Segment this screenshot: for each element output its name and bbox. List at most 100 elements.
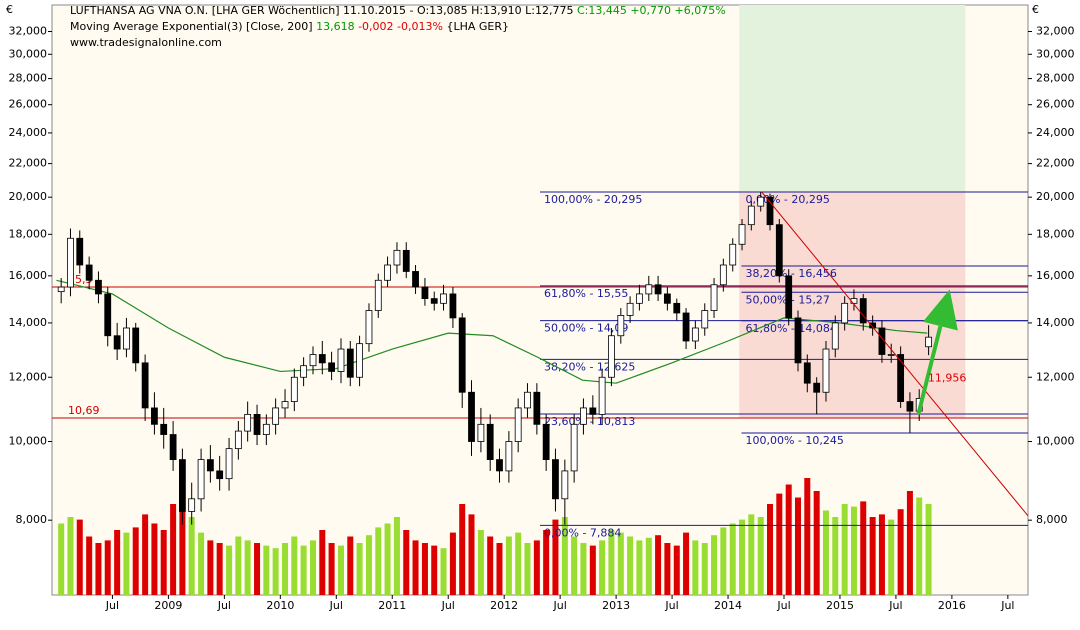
volume-bar <box>748 514 755 595</box>
volume-bar <box>729 523 736 595</box>
volume-bar <box>142 514 149 595</box>
candle-body <box>813 382 821 393</box>
candle-body <box>337 348 345 372</box>
volume-bar <box>188 517 195 595</box>
candle-body <box>440 293 447 304</box>
candle-body <box>160 423 168 435</box>
candle-body <box>710 284 718 311</box>
volume-bar <box>328 543 335 595</box>
volume-bar <box>850 506 857 595</box>
candle-body <box>76 237 84 266</box>
candle-body <box>524 391 531 409</box>
volume-bar <box>655 535 662 595</box>
volume-bar <box>739 519 746 595</box>
candle-body <box>412 271 419 288</box>
volume-bar <box>878 514 885 595</box>
ema-line <box>56 279 928 384</box>
candle-body <box>869 322 877 329</box>
fib-label: 61,80% - 14,084 <box>745 322 836 335</box>
volume-bar <box>226 545 233 595</box>
candle-body <box>729 243 737 266</box>
y-tick-label: 20,000 <box>9 190 48 203</box>
fib-label: 100,00% - 10,245 <box>745 434 843 447</box>
candle-body <box>682 312 690 342</box>
x-tick-label: 2012 <box>490 599 518 612</box>
volume-bar <box>515 532 522 595</box>
volume-bar <box>627 536 634 595</box>
candle-body <box>859 298 867 324</box>
y-tick-label: 22,000 <box>9 157 48 170</box>
volume-bar <box>282 543 289 595</box>
volume-bar <box>356 543 363 595</box>
candle-body <box>318 354 326 364</box>
volume-bar <box>776 493 783 595</box>
currency-right: € <box>1032 3 1039 16</box>
y-tick-label: 8,000 <box>16 513 48 526</box>
volume-bar <box>272 548 279 595</box>
fib-label: 61,80% - 15,55 <box>544 287 628 300</box>
volume-bar <box>813 491 820 595</box>
candle-body <box>925 336 933 348</box>
candle-body <box>906 401 914 412</box>
candle-body <box>449 293 457 319</box>
volume-bar <box>254 543 261 595</box>
volume-bar <box>151 523 158 595</box>
candle-body <box>496 459 503 472</box>
header-part: -0,002 -0,013% <box>355 20 443 33</box>
candle-body <box>225 448 233 480</box>
y-tick-label: 16,000 <box>9 269 48 282</box>
candle-body <box>67 237 74 288</box>
x-tick-label: Jul <box>888 599 902 612</box>
volume-bar <box>347 536 354 595</box>
candle-body <box>552 459 559 500</box>
candle-body <box>234 430 242 450</box>
volume-bar <box>794 497 801 595</box>
candle-body <box>570 423 578 472</box>
volume-bar <box>496 543 503 595</box>
candle-body <box>691 327 699 342</box>
x-tick-label: 2013 <box>602 599 630 612</box>
volume-bar <box>841 504 848 595</box>
volume-bar <box>571 536 578 595</box>
volume-bar <box>711 535 718 595</box>
candle-body <box>141 362 149 409</box>
volume-bar <box>468 514 475 595</box>
volume-bar <box>132 527 139 595</box>
volume-bar <box>617 532 624 595</box>
candle-body <box>197 459 205 500</box>
candle-body <box>393 249 401 266</box>
candle-body <box>598 376 606 415</box>
volume-bar <box>897 509 904 595</box>
volume-bar <box>664 543 671 595</box>
volume-bar <box>375 527 382 595</box>
x-tick-label: Jul <box>217 599 231 612</box>
y-tick-label: 28,000 <box>9 72 48 85</box>
volume-bar <box>487 536 494 595</box>
candle-body <box>188 498 196 512</box>
volume-bar <box>608 530 615 595</box>
y-tick-label: 24,000 <box>1036 126 1075 139</box>
header-part: {LHA GER} <box>443 20 509 33</box>
x-tick-label: Jul <box>105 599 119 612</box>
volume-bar <box>449 532 456 595</box>
candle-body <box>244 413 252 432</box>
x-tick-label: 2015 <box>826 599 854 612</box>
y-tick-label: 32,000 <box>9 25 48 38</box>
x-tick-label: 2016 <box>938 599 966 612</box>
candle-body <box>505 441 513 472</box>
volume-bar <box>645 537 652 595</box>
candle-body <box>272 407 280 425</box>
candle-body <box>253 413 261 435</box>
candle-body <box>645 284 653 295</box>
volume-bar <box>384 523 391 595</box>
candle-body <box>421 286 429 299</box>
candle-body <box>85 264 93 281</box>
volume-bar <box>300 545 307 595</box>
candle-body <box>169 434 177 461</box>
volume-bar <box>701 543 708 595</box>
currency-left: € <box>6 3 13 16</box>
volume-bar <box>785 484 792 595</box>
candle-body <box>738 224 746 245</box>
volume-bar <box>310 540 317 595</box>
volume-bar <box>477 530 484 595</box>
